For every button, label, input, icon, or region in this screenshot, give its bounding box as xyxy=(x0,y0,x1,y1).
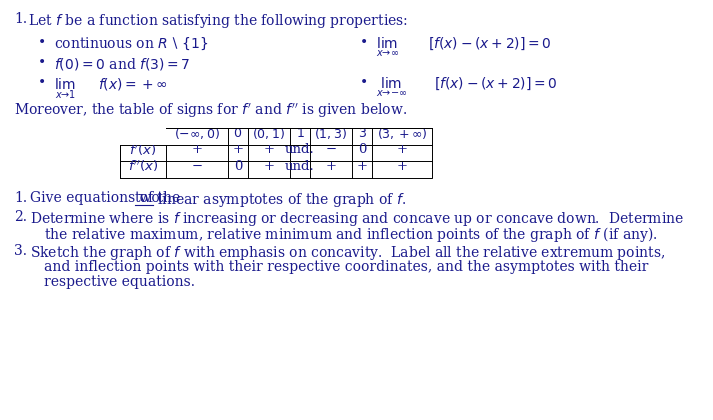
Text: +: + xyxy=(356,160,367,173)
Text: linear asymptotes of the graph of $f$.: linear asymptotes of the graph of $f$. xyxy=(153,192,406,210)
Text: $(-\infty,0)$: $(-\infty,0)$ xyxy=(174,126,220,141)
Text: 3.: 3. xyxy=(14,244,27,258)
Text: the relative maximum, relative minimum and inflection points of the graph of $f$: the relative maximum, relative minimum a… xyxy=(44,226,657,244)
Text: +: + xyxy=(232,143,244,156)
Text: •: • xyxy=(38,36,46,50)
Text: Sketch the graph of $f$ with emphasis on concavity.  Label all the relative extr: Sketch the graph of $f$ with emphasis on… xyxy=(30,244,665,262)
Text: $\lim_{x\to\infty}$: $\lim_{x\to\infty}$ xyxy=(376,36,399,59)
Text: •: • xyxy=(38,76,46,90)
Text: $(3,+\infty)$: $(3,+\infty)$ xyxy=(376,126,427,141)
Text: und.: und. xyxy=(285,160,315,173)
Text: $3$: $3$ xyxy=(357,127,366,140)
Text: •: • xyxy=(38,56,46,70)
Text: Moreover, the table of signs for $f'$ and $f''$ is given below.: Moreover, the table of signs for $f'$ an… xyxy=(14,102,407,120)
Text: $\lim_{x\to 1}$: $\lim_{x\to 1}$ xyxy=(54,76,76,101)
Bar xyxy=(120,128,432,178)
Text: two: two xyxy=(135,192,160,205)
Text: $\lim_{x\to-\infty}$: $\lim_{x\to-\infty}$ xyxy=(376,76,407,99)
Text: $f(x) = +\infty$: $f(x) = +\infty$ xyxy=(98,76,168,92)
Text: 0: 0 xyxy=(234,160,242,173)
Text: +: + xyxy=(192,143,202,156)
Text: 2.: 2. xyxy=(14,210,27,224)
Text: •: • xyxy=(360,36,368,50)
Text: continuous on $R\setminus\{1\}$: continuous on $R\setminus\{1\}$ xyxy=(54,36,208,52)
Text: •: • xyxy=(360,76,368,90)
Text: −: − xyxy=(325,143,337,156)
Text: +: + xyxy=(264,160,275,173)
Text: 1.: 1. xyxy=(14,12,27,26)
Text: $[f(x) - (x+2)] = 0$: $[f(x) - (x+2)] = 0$ xyxy=(434,76,558,92)
Text: +: + xyxy=(264,143,275,156)
Bar xyxy=(120,128,166,144)
Text: $[f(x) - (x+2)] = 0$: $[f(x) - (x+2)] = 0$ xyxy=(428,36,552,52)
Text: +: + xyxy=(396,160,408,173)
Text: und.: und. xyxy=(285,143,315,156)
Text: $0$: $0$ xyxy=(233,127,242,140)
Text: $f''(x)$: $f''(x)$ xyxy=(128,158,158,174)
Text: $(0,1)$: $(0,1)$ xyxy=(252,126,285,141)
Text: −: − xyxy=(191,160,202,173)
Text: $1$: $1$ xyxy=(296,127,304,140)
Text: $f'(x)$: $f'(x)$ xyxy=(129,142,157,158)
Text: $(1,3)$: $(1,3)$ xyxy=(314,126,347,141)
Text: Determine where is $f$ increasing or decreasing and concave up or concave down. : Determine where is $f$ increasing or dec… xyxy=(30,210,684,228)
Text: 0: 0 xyxy=(358,143,366,156)
Text: +: + xyxy=(326,160,337,173)
Text: Give equations of the: Give equations of the xyxy=(30,192,185,205)
Text: respective equations.: respective equations. xyxy=(44,275,195,289)
Text: +: + xyxy=(396,143,408,156)
Text: Let $f$ be a function satisfying the following properties:: Let $f$ be a function satisfying the fol… xyxy=(28,12,408,30)
Text: and inflection points with their respective coordinates, and the asymptotes with: and inflection points with their respect… xyxy=(44,260,648,273)
Text: 1.: 1. xyxy=(14,192,27,205)
Text: $f(0) = 0$ and $f(3) = 7$: $f(0) = 0$ and $f(3) = 7$ xyxy=(54,56,190,72)
